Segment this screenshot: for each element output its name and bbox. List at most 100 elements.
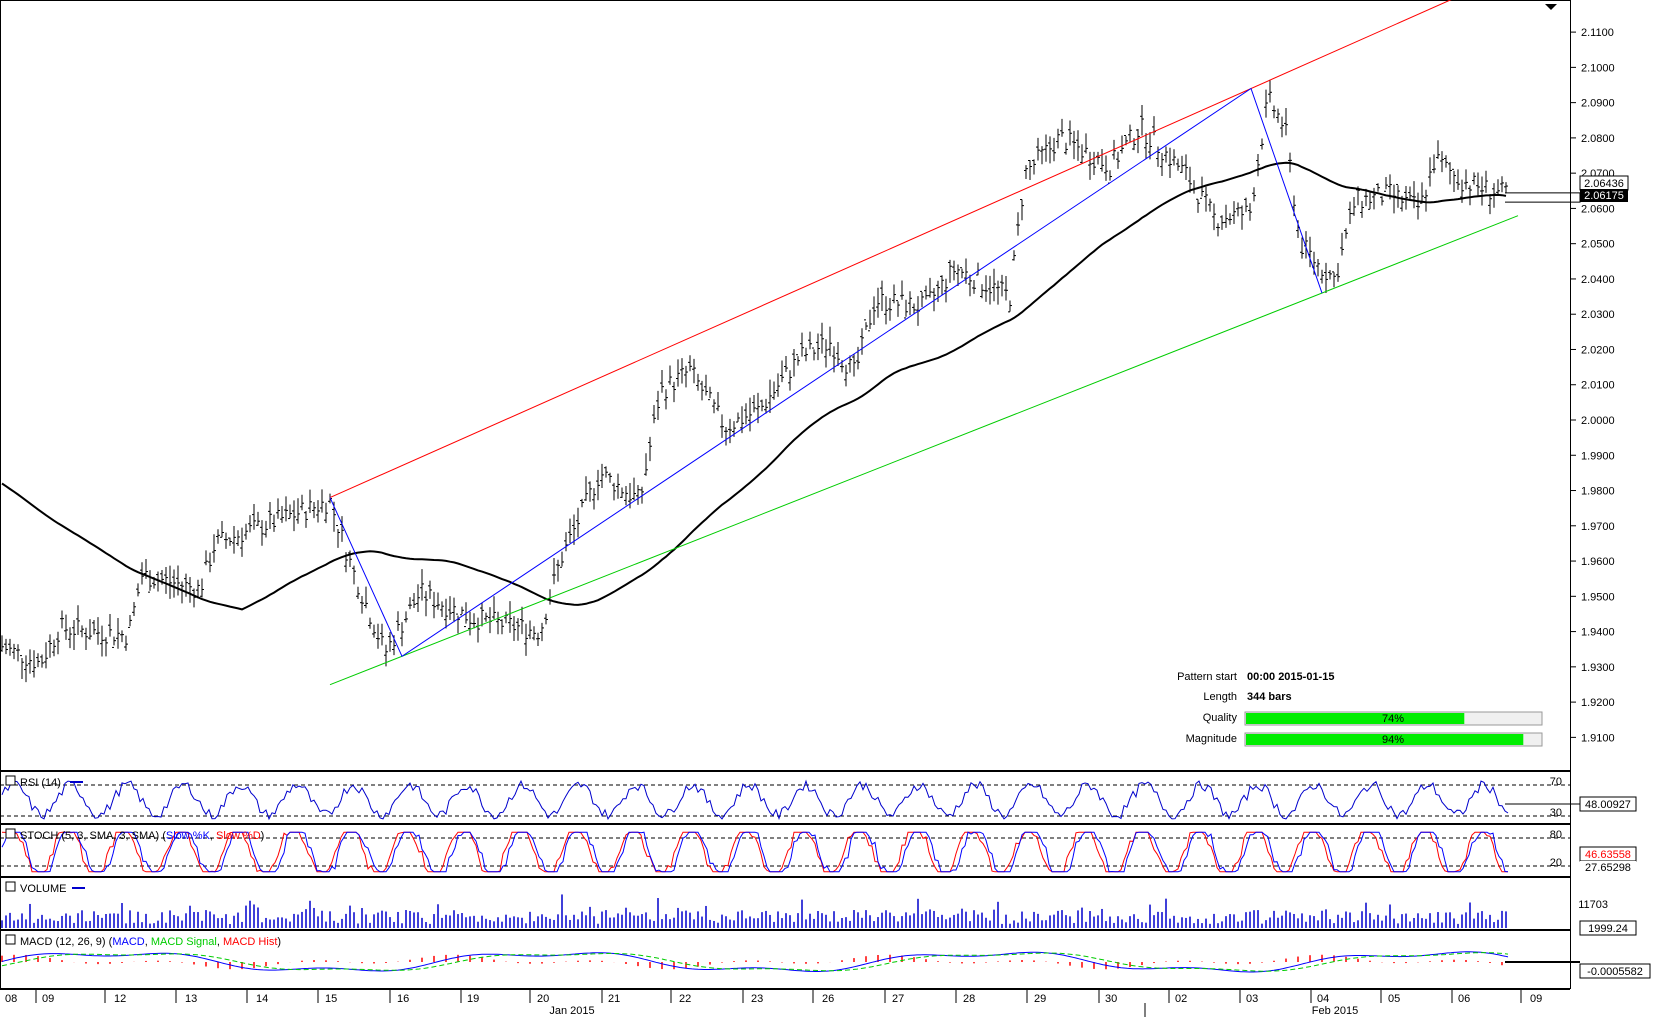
- macd-value-tag: [1579, 963, 1651, 979]
- day-label: 14: [256, 993, 268, 1005]
- price-tick-label: 1.9600: [1581, 556, 1615, 568]
- volume-panel: [1, 894, 1507, 928]
- price-tick-label: 1.9100: [1581, 732, 1615, 744]
- day-label: 06: [1458, 993, 1470, 1005]
- price-tags: 2.06436 2.06175 48.00927 46.63558 27.652…: [1579, 175, 1651, 979]
- stoch-d-tag: [1580, 861, 1636, 873]
- price-tick-label: 2.1000: [1581, 62, 1615, 74]
- stoch-close-icon[interactable]: [5, 828, 16, 839]
- price-tick-label: 2.0600: [1581, 203, 1615, 215]
- day-label: 02: [1175, 993, 1187, 1005]
- day-label: 26: [822, 993, 834, 1005]
- day-label: 16: [397, 993, 409, 1005]
- stoch-title: STOCH (5, 3, SMA, 3, SMA) (Slow %K, Slow…: [20, 830, 264, 842]
- day-label: 03: [1246, 993, 1258, 1005]
- macd-close-icon[interactable]: [5, 934, 16, 945]
- price-tick-label: 2.0900: [1581, 98, 1615, 110]
- rsi-level-high: 70: [1550, 776, 1562, 788]
- rsi-close-icon[interactable]: [5, 775, 16, 786]
- stoch-level-high: 80: [1550, 829, 1562, 841]
- stoch-level-low: 20: [1550, 857, 1562, 869]
- pattern-length-value: 344 bars: [1247, 691, 1292, 703]
- price-tick-label: 1.9700: [1581, 521, 1615, 533]
- price-tick-label: 2.0000: [1581, 415, 1615, 427]
- current-bid-value: 2.06436: [1584, 178, 1624, 190]
- volume-tick: 11703: [1578, 899, 1608, 911]
- price-tick-label: 1.9900: [1581, 450, 1615, 462]
- rsi-level-low: 30: [1550, 807, 1562, 819]
- price-axis: 2.11002.10002.09002.08002.07002.06002.05…: [1570, 0, 1615, 770]
- lower-channel-line: [329, 215, 1519, 686]
- macd-title: MACD (12, 26, 9) (MACD, MACD Signal, MAC…: [20, 936, 281, 948]
- day-label: 22: [679, 993, 691, 1005]
- pattern-start-value: 00:00 2015-01-15: [1247, 671, 1334, 683]
- price-tick-label: 2.0800: [1581, 133, 1615, 145]
- stoch-k-line: [1, 831, 1509, 873]
- day-label: 23: [751, 993, 763, 1005]
- current-sma-value: 2.06175: [1584, 190, 1624, 202]
- magnitude-label: Magnitude: [1186, 733, 1237, 745]
- rsi-title: RSI (14): [20, 777, 61, 789]
- month-label: Feb 2015: [1312, 1005, 1358, 1017]
- price-tick-label: 2.0300: [1581, 309, 1615, 321]
- current-sma-tag: [1580, 189, 1628, 202]
- quality-label: Quality: [1203, 712, 1238, 724]
- macd-panel-frame: [0, 930, 1571, 989]
- volume-close-icon[interactable]: [5, 881, 16, 892]
- pattern-length-label: Length: [1203, 691, 1237, 703]
- day-label: 15: [325, 993, 337, 1005]
- day-label: 30: [1105, 993, 1117, 1005]
- macd-value: -0.0005582: [1587, 966, 1643, 978]
- price-tick-label: 2.0400: [1581, 274, 1615, 286]
- day-label: 13: [185, 993, 197, 1005]
- volume-value-tag: [1579, 920, 1637, 936]
- price-tick-label: 2.0500: [1581, 239, 1615, 251]
- price-tick-label: 2.0200: [1581, 344, 1615, 356]
- upper-channel-line: [329, 0, 1452, 499]
- pattern-zigzag-line: [329, 87, 1323, 658]
- stoch-k-value: 46.63558: [1585, 849, 1631, 861]
- month-label: Jan 2015: [549, 1005, 594, 1017]
- sma-line: [1, 161, 1507, 611]
- price-panel: [0, 0, 1581, 686]
- price-tick-label: 1.9400: [1581, 627, 1615, 639]
- pattern-info: Pattern start 00:00 2015-01-15 Length 34…: [1177, 671, 1543, 747]
- day-label: 21: [608, 993, 620, 1005]
- day-label: 08: [5, 993, 17, 1005]
- price-tick-label: 1.9800: [1581, 486, 1615, 498]
- day-label: 28: [963, 993, 975, 1005]
- price-tick-label: 1.9300: [1581, 662, 1615, 674]
- volume-title: VOLUME: [20, 883, 66, 895]
- time-axis: 08 09 12 13 14 15 16 19 20 21 22 23 26 27 28 29 30 02 03 04…: [5, 990, 1542, 1017]
- day-label: 29: [1034, 993, 1046, 1005]
- rsi-value: 48.00927: [1585, 799, 1631, 811]
- day-label: 04: [1317, 993, 1329, 1005]
- day-label: 20: [537, 993, 549, 1005]
- rsi-panel-frame: [0, 771, 1571, 824]
- volume-value: 1999.24: [1588, 923, 1628, 935]
- day-label: 09: [42, 993, 54, 1005]
- price-tick-label: 2.1100: [1581, 27, 1614, 39]
- stoch-d-value: 27.65298: [1585, 862, 1631, 874]
- rsi-panel: [0, 779, 1580, 821]
- day-label: 19: [467, 993, 479, 1005]
- day-label: 27: [892, 993, 904, 1005]
- price-tick-label: 1.9500: [1581, 591, 1615, 603]
- macd-panel: [1, 951, 1580, 973]
- quality-value: 74%: [1382, 713, 1404, 725]
- macd-line: [1, 951, 1509, 973]
- pattern-start-label: Pattern start: [1177, 671, 1237, 683]
- day-label: 05: [1388, 993, 1400, 1005]
- magnitude-value: 94%: [1382, 734, 1404, 746]
- day-label: 09: [1530, 993, 1542, 1005]
- rsi-value-tag: [1579, 796, 1637, 812]
- price-tick-label: 2.0100: [1581, 380, 1615, 392]
- stoch-panel: [0, 831, 1570, 873]
- quality-bar-fill: [1246, 713, 1465, 724]
- scroll-down-icon[interactable]: [1545, 4, 1557, 10]
- price-panel-frame: [0, 0, 1571, 771]
- day-label: 12: [114, 993, 126, 1005]
- rsi-line: [1, 779, 1509, 821]
- price-tick-label: 1.9200: [1581, 697, 1615, 709]
